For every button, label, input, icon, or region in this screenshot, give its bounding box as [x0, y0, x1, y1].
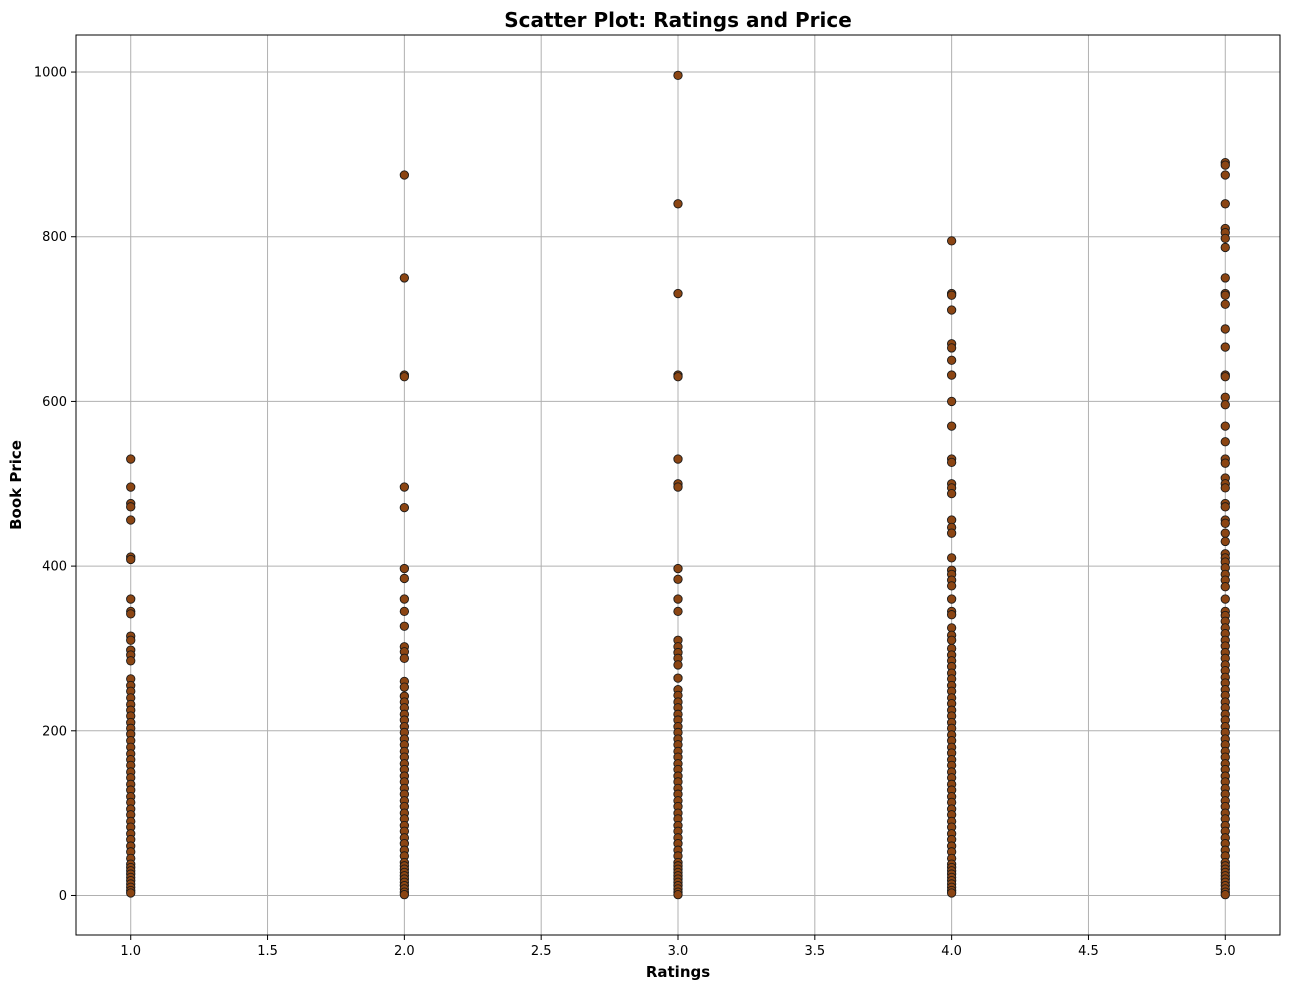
x-axis-label: Ratings: [646, 963, 710, 981]
scatter-point: [1220, 458, 1230, 468]
data-points: [126, 70, 1230, 900]
scatter-point: [946, 888, 957, 898]
scatter-point: [673, 199, 683, 209]
scatter-point: [673, 890, 683, 900]
scatter-point: [946, 236, 957, 246]
scatter-point: [399, 606, 410, 617]
scatter-point: [946, 421, 957, 431]
scatter-point: [946, 528, 957, 538]
scatter-point: [1220, 594, 1230, 604]
scatter-point: [673, 673, 683, 683]
x-tick-label: 3.0: [668, 944, 689, 959]
scatter-point: [673, 660, 683, 670]
scatter-point: [673, 372, 683, 382]
x-tick-label: 3.5: [804, 944, 825, 959]
x-tick-label: 4.0: [941, 944, 962, 959]
scatter-point: [946, 553, 957, 563]
x-tick-label: 4.5: [1078, 944, 1099, 959]
scatter-point: [673, 574, 683, 584]
scatter-point: [399, 682, 410, 692]
scatter-point: [946, 457, 957, 468]
scatter-point: [126, 554, 136, 565]
scatter-point: [673, 454, 683, 464]
scatter-point: [126, 635, 136, 645]
scatter-point: [946, 290, 957, 300]
scatter-point: [1220, 299, 1230, 309]
x-tick-label: 2.0: [394, 944, 415, 959]
scatter-point: [1220, 483, 1230, 493]
scatter-point: [399, 573, 410, 584]
x-tick-label: 2.5: [531, 944, 552, 959]
scatter-point: [673, 594, 683, 604]
scatter-point: [946, 396, 957, 407]
scatter-point: [1220, 400, 1230, 410]
scatter-point: [126, 888, 136, 898]
scatter-point: [399, 621, 410, 631]
scatter-point: [1220, 372, 1230, 382]
y-tick-label: 1000: [34, 66, 67, 81]
y-tick-label: 200: [42, 724, 67, 739]
scatter-point: [399, 372, 410, 382]
scatter-point: [946, 594, 957, 604]
scatter-point: [1220, 342, 1230, 352]
x-tick-label: 5.0: [1215, 944, 1236, 959]
y-tick-label: 0: [59, 889, 67, 904]
scatter-point: [399, 482, 410, 492]
scatter-point: [946, 581, 957, 591]
scatter-point: [673, 70, 683, 80]
chart-title: Scatter Plot: Ratings and Price: [504, 8, 852, 32]
scatter-point: [1220, 582, 1230, 592]
scatter-point: [673, 606, 683, 617]
x-axis-ticks: 1.0 1.5 2.0 2.5 3.0 3.5 4.0 4.5 5.0: [120, 935, 1236, 959]
scatter-point: [1220, 233, 1230, 244]
scatter-point: [399, 502, 410, 513]
scatter-point: [1220, 536, 1230, 547]
scatter-point: [1220, 528, 1230, 538]
x-tick-label: 1.0: [120, 944, 141, 959]
scatter-point: [1220, 199, 1230, 209]
scatter-point: [946, 343, 957, 353]
scatter-point: [399, 170, 410, 180]
scatter-point: [673, 482, 683, 492]
y-axis-label: Book Price: [7, 440, 25, 530]
scatter-point: [399, 563, 410, 574]
scatter-point: [673, 563, 683, 574]
y-axis-ticks: 0 200 400 600 800 1000: [34, 66, 76, 904]
scatter-point: [946, 370, 957, 380]
scatter-point: [126, 515, 136, 525]
scatter-point: [126, 454, 136, 464]
scatter-point: [1220, 421, 1230, 431]
scatter-point: [1220, 437, 1230, 447]
scatter-point: [1220, 242, 1230, 253]
y-tick-label: 400: [42, 560, 67, 575]
scatter-point: [399, 890, 410, 900]
scatter-point: [126, 482, 136, 492]
scatter-point: [1220, 170, 1230, 180]
scatter-point: [1220, 518, 1230, 528]
scatter-point: [399, 594, 410, 604]
y-tick-label: 600: [42, 395, 67, 410]
scatter-point: [1220, 160, 1230, 170]
scatter-point: [1220, 273, 1230, 283]
scatter-point: [946, 488, 957, 499]
scatter-point: [126, 656, 136, 666]
scatter-point: [673, 288, 683, 299]
scatter-point: [399, 273, 410, 283]
scatter-point: [946, 635, 957, 645]
scatter-point: [946, 355, 957, 365]
scatter-point: [126, 594, 136, 604]
scatter-point: [1220, 890, 1230, 900]
y-tick-label: 800: [42, 230, 67, 245]
scatter-point: [1220, 290, 1230, 300]
scatter-point: [1220, 324, 1230, 334]
scatter-point: [126, 502, 136, 512]
x-tick-label: 1.5: [257, 944, 278, 959]
scatter-point: [946, 610, 957, 620]
scatter-point: [126, 609, 136, 619]
scatter-point: [946, 305, 957, 315]
scatter-point: [399, 653, 410, 663]
scatter-point: [1220, 502, 1230, 512]
